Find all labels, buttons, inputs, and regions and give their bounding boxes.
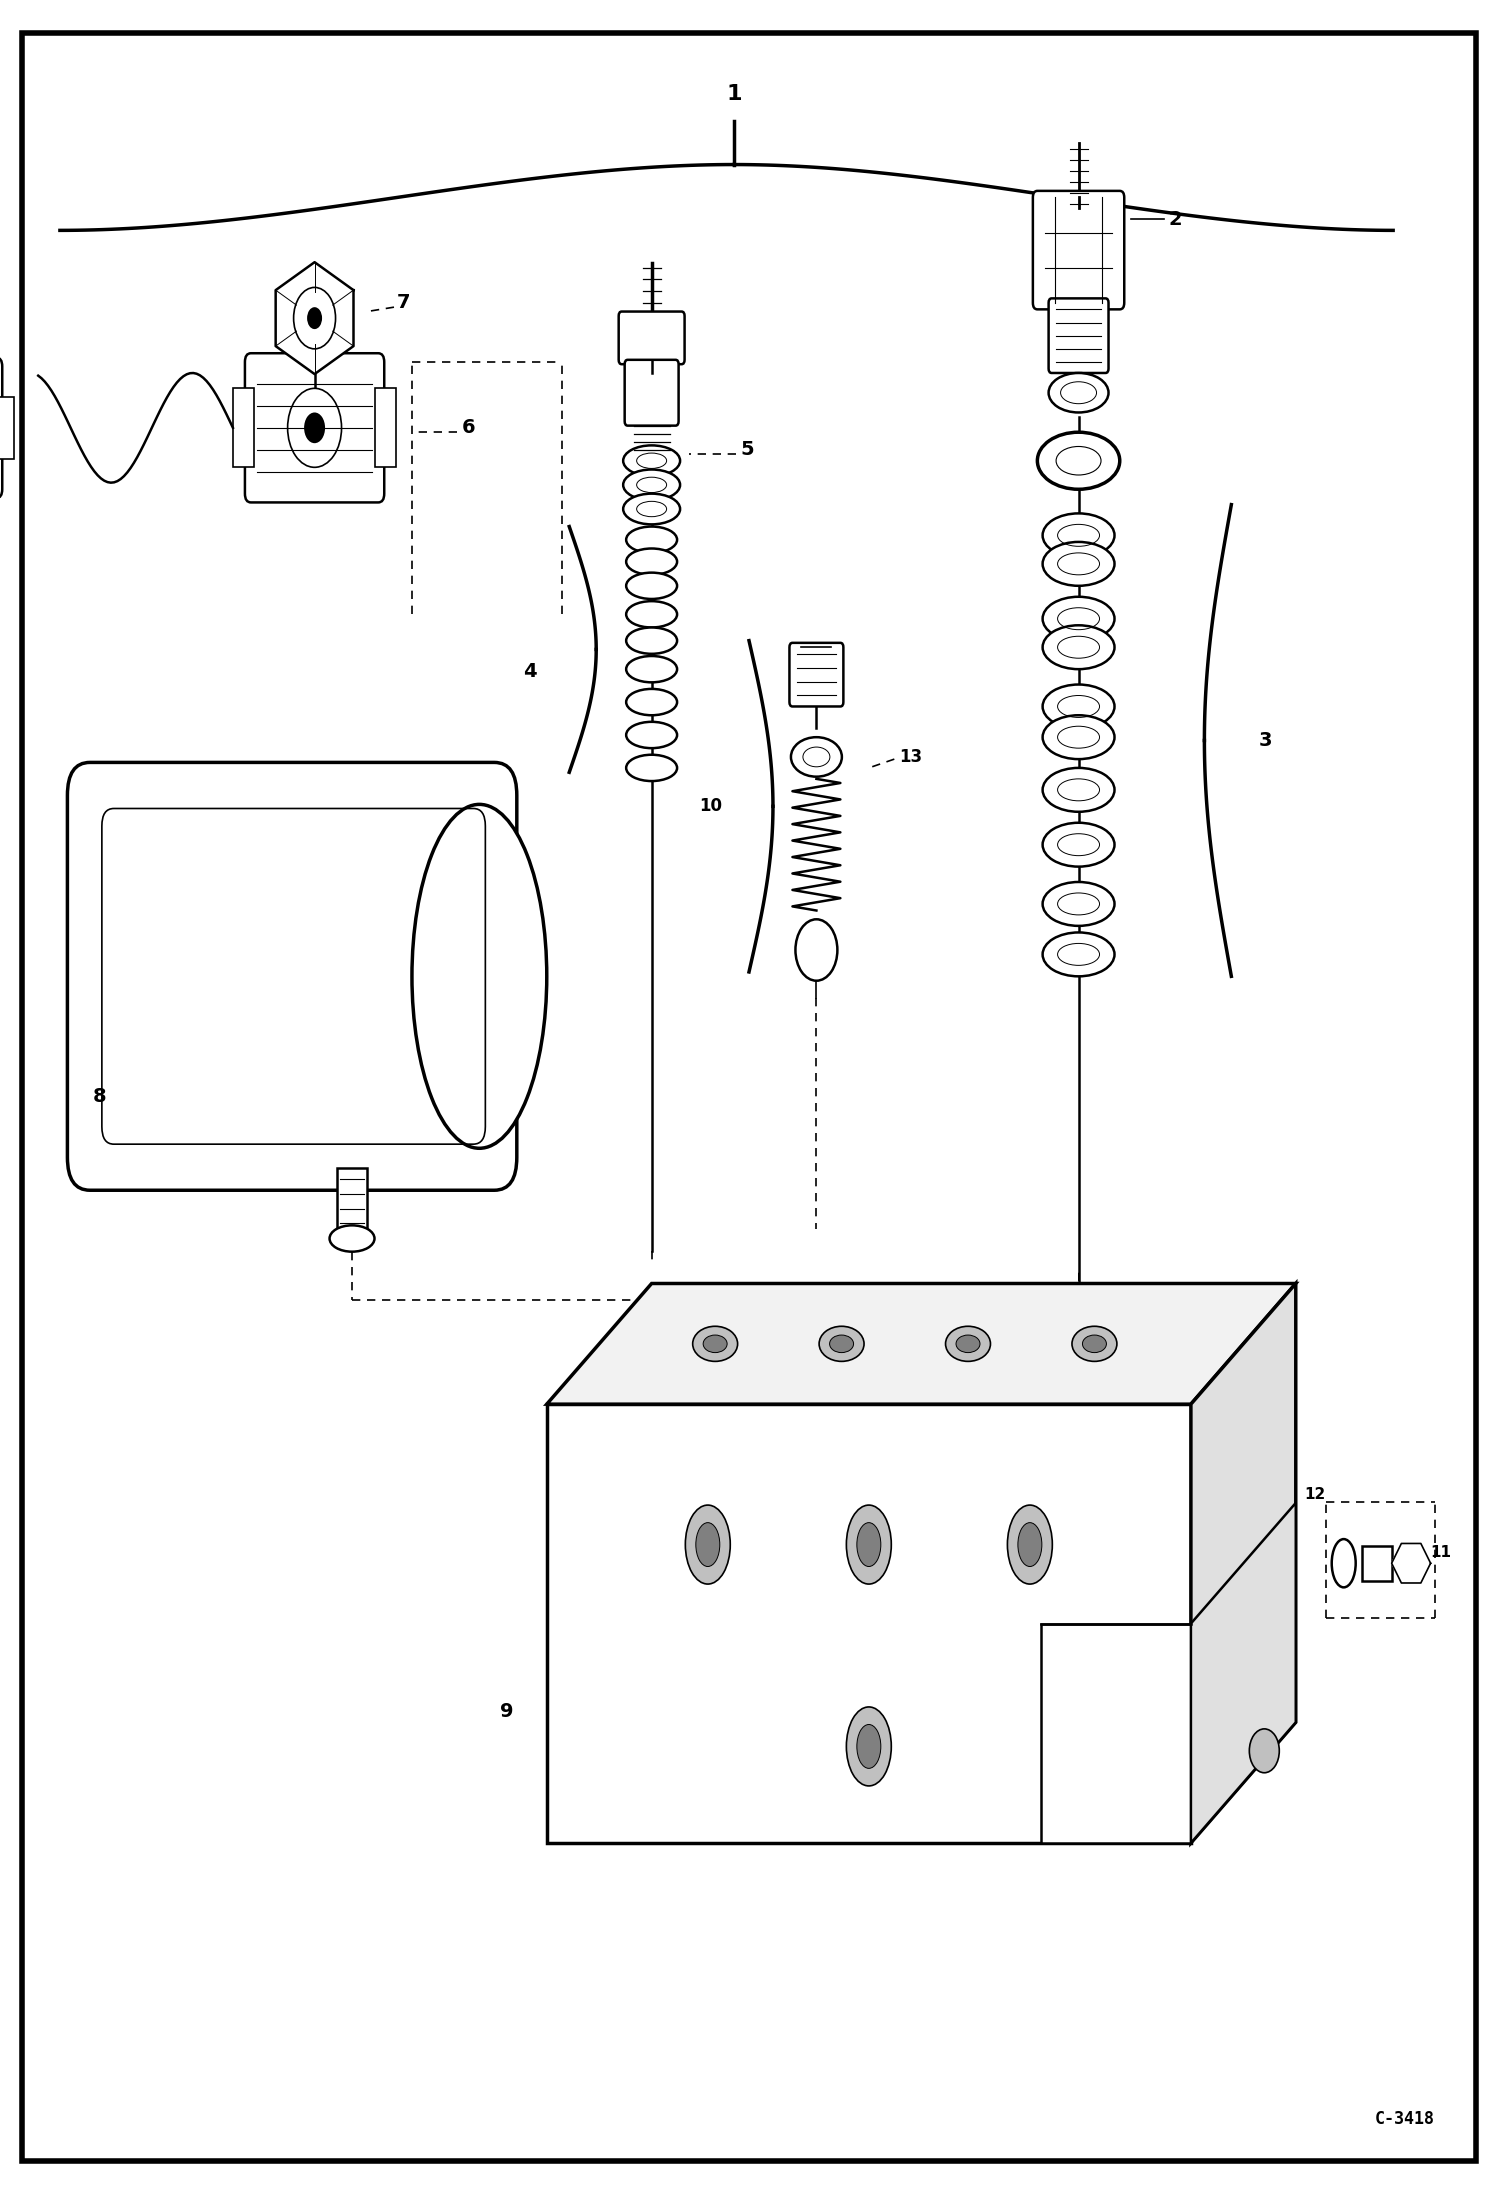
Ellipse shape bbox=[1043, 715, 1115, 759]
Ellipse shape bbox=[1043, 597, 1115, 641]
FancyBboxPatch shape bbox=[244, 353, 383, 502]
Ellipse shape bbox=[1043, 625, 1115, 669]
Polygon shape bbox=[276, 263, 354, 373]
Ellipse shape bbox=[819, 1325, 864, 1360]
Bar bbox=[232, 388, 253, 467]
Ellipse shape bbox=[1332, 1540, 1356, 1588]
Ellipse shape bbox=[692, 1325, 737, 1360]
Ellipse shape bbox=[1073, 1325, 1118, 1360]
Ellipse shape bbox=[626, 601, 677, 627]
Circle shape bbox=[304, 412, 325, 443]
Ellipse shape bbox=[626, 722, 677, 748]
Text: 10: 10 bbox=[700, 796, 722, 816]
Ellipse shape bbox=[626, 627, 677, 654]
Circle shape bbox=[288, 388, 342, 467]
Polygon shape bbox=[1191, 1503, 1296, 1843]
Polygon shape bbox=[1392, 1542, 1431, 1584]
Text: 2: 2 bbox=[1168, 211, 1182, 228]
Ellipse shape bbox=[791, 737, 842, 777]
FancyBboxPatch shape bbox=[625, 360, 679, 426]
Ellipse shape bbox=[1043, 823, 1115, 867]
Text: 1: 1 bbox=[727, 83, 742, 105]
Ellipse shape bbox=[330, 1224, 374, 1251]
Ellipse shape bbox=[626, 689, 677, 715]
Circle shape bbox=[307, 307, 322, 329]
Ellipse shape bbox=[1037, 432, 1119, 489]
Bar bbox=[374, 388, 395, 467]
Ellipse shape bbox=[623, 445, 680, 476]
Ellipse shape bbox=[1043, 685, 1115, 728]
Ellipse shape bbox=[1043, 542, 1115, 586]
Ellipse shape bbox=[623, 494, 680, 524]
Ellipse shape bbox=[1043, 768, 1115, 812]
FancyBboxPatch shape bbox=[1034, 191, 1124, 309]
Circle shape bbox=[795, 919, 837, 981]
Ellipse shape bbox=[1043, 513, 1115, 557]
Ellipse shape bbox=[1007, 1505, 1052, 1584]
Bar bbox=[337, 1167, 367, 1229]
Text: C-3418: C-3418 bbox=[1375, 2111, 1435, 2128]
Ellipse shape bbox=[857, 1523, 881, 1567]
Ellipse shape bbox=[412, 805, 547, 1147]
Ellipse shape bbox=[626, 548, 677, 575]
Polygon shape bbox=[547, 1283, 1296, 1404]
Ellipse shape bbox=[685, 1505, 731, 1584]
Ellipse shape bbox=[695, 1523, 719, 1567]
Polygon shape bbox=[1041, 1624, 1191, 1843]
Ellipse shape bbox=[846, 1505, 891, 1584]
Ellipse shape bbox=[945, 1325, 990, 1360]
Text: 3: 3 bbox=[1258, 731, 1272, 750]
FancyBboxPatch shape bbox=[789, 643, 843, 706]
FancyBboxPatch shape bbox=[0, 358, 1, 498]
Ellipse shape bbox=[1249, 1729, 1279, 1773]
Ellipse shape bbox=[626, 656, 677, 682]
Text: 8: 8 bbox=[93, 1088, 106, 1106]
Text: 4: 4 bbox=[523, 663, 538, 680]
Ellipse shape bbox=[857, 1724, 881, 1768]
Text: 5: 5 bbox=[740, 441, 753, 459]
Ellipse shape bbox=[1019, 1523, 1041, 1567]
Ellipse shape bbox=[703, 1334, 727, 1352]
Ellipse shape bbox=[1043, 932, 1115, 976]
Text: 11: 11 bbox=[1431, 1545, 1452, 1560]
Ellipse shape bbox=[1043, 882, 1115, 926]
Polygon shape bbox=[1191, 1283, 1296, 1843]
Ellipse shape bbox=[1049, 373, 1109, 412]
Text: 13: 13 bbox=[899, 748, 921, 766]
Ellipse shape bbox=[626, 573, 677, 599]
Bar bbox=[0, 397, 13, 459]
Text: 7: 7 bbox=[397, 294, 410, 312]
Ellipse shape bbox=[956, 1334, 980, 1352]
Ellipse shape bbox=[830, 1334, 854, 1352]
Ellipse shape bbox=[1083, 1334, 1107, 1352]
Polygon shape bbox=[547, 1404, 1191, 1843]
Ellipse shape bbox=[846, 1707, 891, 1786]
Ellipse shape bbox=[626, 755, 677, 781]
Text: 12: 12 bbox=[1305, 1488, 1326, 1501]
FancyBboxPatch shape bbox=[67, 761, 517, 1189]
Text: 6: 6 bbox=[461, 419, 475, 437]
FancyBboxPatch shape bbox=[1049, 298, 1109, 373]
FancyBboxPatch shape bbox=[619, 312, 685, 364]
Bar bbox=[1362, 1545, 1392, 1580]
Text: 9: 9 bbox=[500, 1703, 514, 1720]
Ellipse shape bbox=[623, 470, 680, 500]
Ellipse shape bbox=[626, 527, 677, 553]
